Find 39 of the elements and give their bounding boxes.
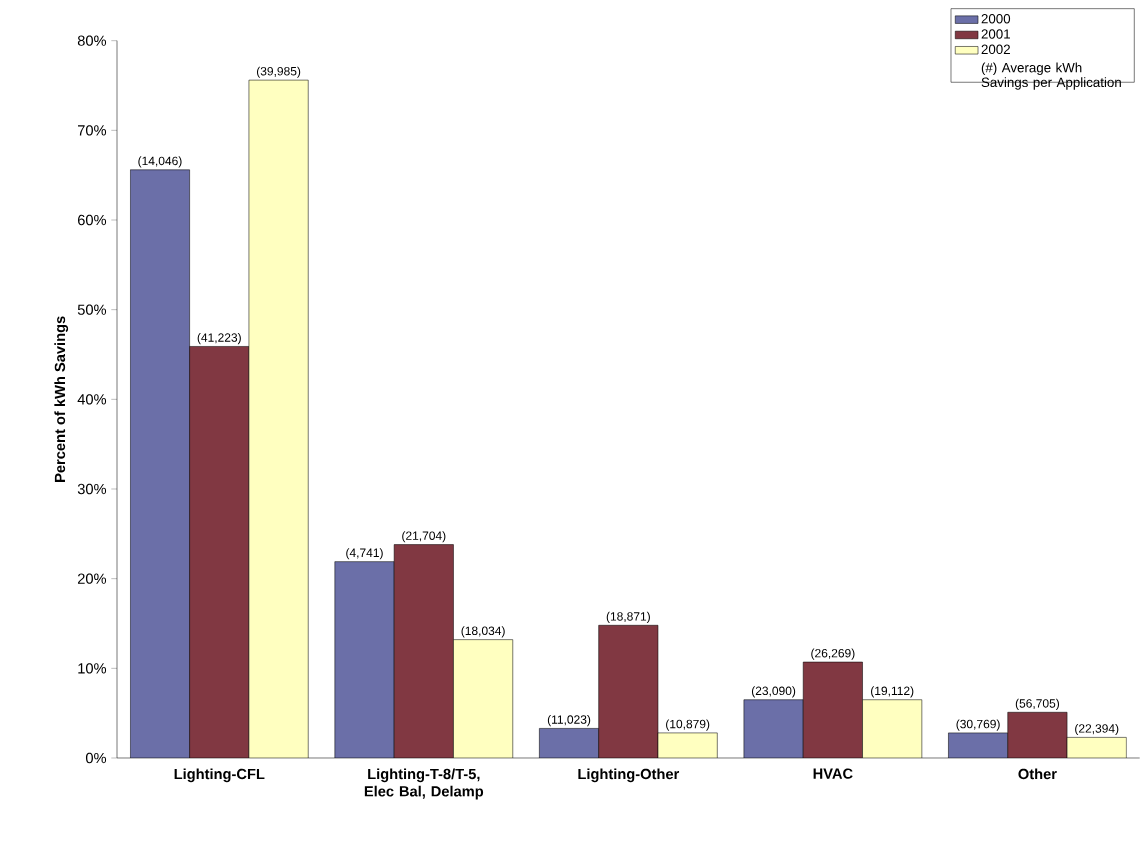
legend-label: 2001 <box>981 29 1010 39</box>
annotation: (22,394) <box>1075 723 1119 736</box>
annotation: (21,704) <box>402 531 446 543</box>
annotation: (14,046) <box>138 156 182 168</box>
x-tick-label: Lighting-T-8/T-5, Elec Bal, Delamp <box>364 768 484 800</box>
bar <box>743 699 804 758</box>
bar <box>948 732 1009 758</box>
annotation: (30,769) <box>956 719 1000 731</box>
annotation: (18,034) <box>461 626 505 638</box>
annotation: (19,112) <box>871 686 914 698</box>
bar <box>130 169 190 758</box>
y-tick-label: 0% <box>85 752 107 764</box>
annotation: (56,705) <box>1015 698 1060 711</box>
y-tick-label: 30% <box>77 483 107 495</box>
x-tick-label: Lighting-CFL <box>174 768 265 783</box>
legend-label: 2002 <box>981 44 1010 55</box>
y-tick-label: 10% <box>78 663 107 674</box>
bar <box>334 561 395 758</box>
bar <box>539 728 599 758</box>
annotation: (26,269) <box>811 648 855 660</box>
y-tick-label: 20% <box>77 573 107 584</box>
y-tick-label: 80% <box>77 35 107 46</box>
y-tick-label: 40% <box>77 394 107 405</box>
y-tick-label: 60% <box>78 214 107 226</box>
annotation: (23,090) <box>751 686 796 698</box>
annotation: (39,985) <box>256 66 301 78</box>
legend-label: 2000 <box>981 14 1011 24</box>
y-axis-title: Percent of kWh Savings <box>54 316 69 482</box>
annotation: (4,741) <box>346 548 383 560</box>
annotation: (10,879) <box>666 719 710 731</box>
y-tick-label: 70% <box>78 125 107 136</box>
x-tick-label: Lighting-Other <box>578 768 680 783</box>
x-tick-label: HVAC <box>813 768 853 779</box>
annotation: (11,023) <box>547 714 591 727</box>
annotation: (#) Average kWh Savings per Application <box>981 62 1121 90</box>
annotation: (41,223) <box>197 332 241 345</box>
y-tick-label: 50% <box>77 304 107 315</box>
annotation: (18,871) <box>606 611 650 624</box>
x-tick-label: Other <box>1018 768 1057 780</box>
